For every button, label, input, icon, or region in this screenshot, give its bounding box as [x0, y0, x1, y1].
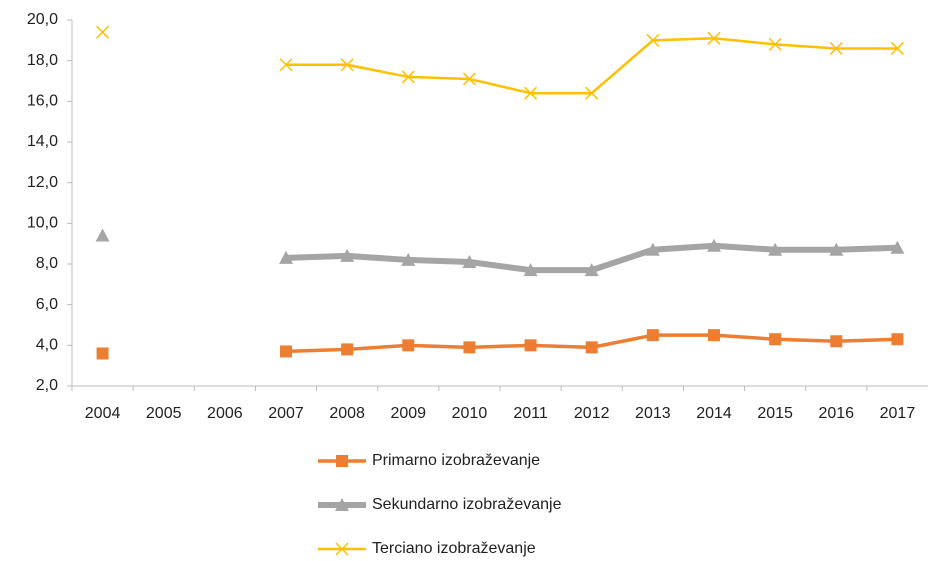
y-tick-label: 18,0	[27, 52, 58, 69]
data-point	[891, 333, 904, 346]
x-tick-label: 2017	[880, 405, 916, 422]
data-point	[279, 58, 293, 72]
x-tick-label: 2009	[390, 405, 426, 422]
data-point	[829, 242, 844, 256]
x-tick-label: 2005	[146, 405, 182, 422]
data-point	[768, 37, 782, 51]
x-tick-label: 2010	[452, 405, 488, 422]
data-point	[584, 263, 599, 277]
x-tick-label: 2013	[635, 405, 671, 422]
x-tick-label: 2007	[268, 405, 304, 422]
legend-label: Primarno izobraževanje	[372, 452, 540, 469]
data-point	[890, 240, 905, 254]
y-tick-label: 20,0	[27, 11, 58, 28]
data-point	[340, 248, 355, 262]
data-point	[402, 339, 415, 352]
y-tick-label: 14,0	[27, 133, 58, 150]
x-tick-label: 2006	[207, 405, 243, 422]
data-point	[585, 341, 598, 354]
data-point	[96, 347, 109, 360]
data-point	[95, 228, 110, 242]
data-point	[585, 86, 599, 100]
data-point	[707, 31, 721, 45]
data-point	[96, 25, 110, 39]
legend-label: Sekundarno izobraževanje	[372, 496, 562, 513]
x-tick-label: 2008	[329, 405, 365, 422]
data-point	[890, 41, 904, 55]
data-point	[524, 339, 537, 352]
data-point	[707, 238, 721, 252]
legend-marker	[335, 542, 349, 556]
legend-marker	[335, 498, 349, 511]
data-point	[768, 242, 783, 256]
x-tick-label: 2014	[696, 405, 732, 422]
x-tick-label: 2011	[513, 405, 548, 422]
data-point	[279, 250, 293, 264]
data-point	[645, 242, 660, 256]
legend-label: Terciano izobraževanje	[372, 540, 536, 557]
data-point	[340, 58, 354, 72]
series-line	[286, 37, 898, 95]
data-point	[646, 329, 659, 342]
data-point	[462, 72, 476, 86]
x-tick-label: 2016	[818, 405, 854, 422]
legend-marker	[336, 455, 348, 467]
x-tick-label: 2012	[574, 405, 610, 422]
data-point	[401, 70, 415, 84]
y-tick-label: 10,0	[27, 215, 58, 232]
x-tick-label: 2015	[757, 405, 793, 422]
x-tick-label: 2004	[85, 405, 121, 422]
data-point	[462, 254, 477, 268]
data-point	[523, 263, 538, 277]
data-point	[280, 345, 292, 358]
data-point	[341, 343, 354, 356]
y-tick-label: 4,0	[36, 337, 58, 354]
y-tick-label: 2,0	[36, 377, 58, 394]
data-point	[830, 335, 843, 348]
data-point	[646, 33, 660, 47]
data-point	[524, 86, 538, 100]
data-point	[463, 341, 476, 354]
data-point	[769, 333, 782, 346]
y-tick-label: 16,0	[27, 93, 58, 110]
y-tick-label: 12,0	[27, 174, 58, 191]
y-tick-label: 8,0	[36, 255, 58, 272]
data-point	[829, 41, 843, 55]
data-point	[708, 329, 720, 342]
y-tick-label: 6,0	[36, 296, 58, 313]
data-point	[401, 252, 416, 266]
